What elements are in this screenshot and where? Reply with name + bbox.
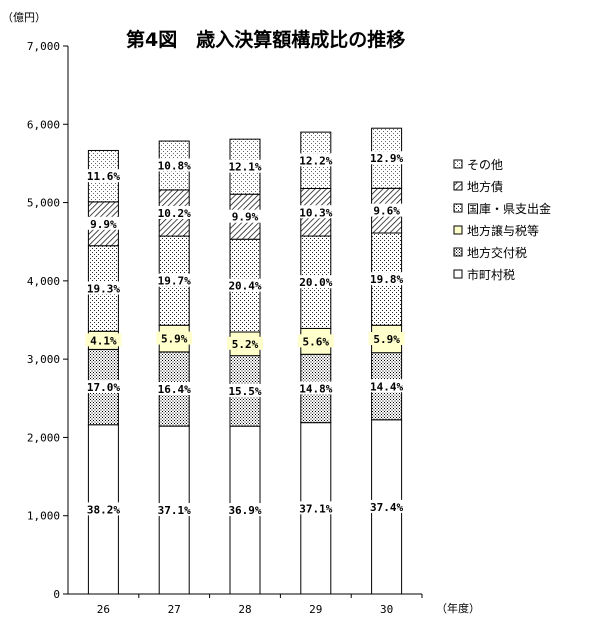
data-label: 16.4% — [158, 383, 191, 396]
data-label: 20.4% — [228, 280, 261, 293]
data-label-bg — [297, 381, 334, 395]
data-labels: 38.2% 17.0% 4.1% 19.3% 9.9% 11.6% 37.1% 16.4% 5.… — [85, 151, 405, 517]
data-label: 12.2% — [299, 154, 332, 167]
legend-label: 地方譲与税等 — [467, 223, 539, 238]
data-label: 10.2% — [158, 207, 191, 220]
data-label-bg — [227, 209, 263, 223]
y-tick-label: 0 — [53, 588, 60, 601]
data-label-bg — [297, 275, 334, 289]
data-label-bg — [227, 503, 263, 517]
data-label: 19.3% — [87, 282, 120, 295]
data-label-bg — [156, 503, 193, 517]
data-label-bg — [297, 501, 334, 515]
data-label: 36.9% — [228, 504, 261, 517]
y-tick-label: 7,000 — [27, 40, 60, 53]
data-label-bg — [156, 331, 193, 345]
data-label: 5.9% — [373, 333, 400, 346]
data-label: 19.7% — [158, 275, 191, 288]
x-tick-label: 27 — [168, 603, 181, 616]
data-label-bg — [227, 336, 263, 350]
data-label-bg — [368, 331, 405, 345]
data-label-bg — [297, 205, 334, 219]
data-label: 37.4% — [370, 501, 403, 514]
legend-label: 地方債 — [467, 179, 503, 194]
x-tick-label: 30 — [380, 603, 393, 616]
data-label-bg — [368, 379, 405, 393]
data-label: 4.1% — [90, 334, 117, 347]
data-label-bg — [297, 153, 334, 167]
data-label-bg — [368, 203, 405, 217]
legend-label: 地方交付税 — [467, 245, 527, 260]
data-label-bg — [85, 502, 122, 516]
y-tick-label: 1,000 — [27, 510, 60, 523]
data-label: 38.2% — [87, 503, 120, 516]
data-label-bg — [368, 151, 405, 165]
data-label-bg — [227, 278, 263, 292]
data-label-bg — [227, 159, 263, 173]
data-label-bg — [85, 169, 122, 183]
y-tick-label: 6,000 — [27, 118, 60, 131]
data-label-bg — [85, 380, 122, 394]
axes: 0 1,000 2,000 3,000 4,000 5,000 6,000 7,000 26 27… — [27, 40, 423, 616]
legend-swatch — [453, 247, 463, 257]
y-tick-label: 5,000 — [27, 197, 60, 210]
legend-swatch — [453, 159, 463, 169]
legend-label: 市町村税 — [467, 267, 515, 282]
legend-swatch — [453, 203, 463, 213]
legend-swatch — [453, 181, 463, 191]
data-label-bg — [85, 216, 122, 230]
data-label: 5.9% — [161, 333, 188, 346]
y-tick-label: 4,000 — [27, 275, 60, 288]
data-label-bg — [368, 499, 405, 513]
data-label-bg — [227, 383, 263, 397]
bars — [87, 127, 403, 595]
data-label-bg — [85, 281, 122, 295]
data-label: 19.8% — [370, 273, 403, 286]
data-label: 9.9% — [90, 218, 117, 231]
data-label: 5.2% — [232, 338, 259, 351]
data-label-bg — [297, 334, 334, 348]
x-axis-unit: （年度） — [436, 601, 480, 615]
legend-label: 国庫・県支出金 — [467, 201, 551, 216]
legend-label: その他 — [467, 158, 503, 172]
data-label-bg — [156, 206, 193, 220]
data-label: 37.1% — [158, 504, 191, 517]
data-label: 5.6% — [303, 335, 330, 348]
data-label: 11.6% — [87, 170, 120, 183]
x-tick-label: 29 — [309, 603, 322, 616]
data-label-bg — [156, 273, 193, 287]
data-label: 10.8% — [158, 159, 191, 172]
data-label-bg — [156, 158, 193, 172]
data-label: 37.1% — [299, 502, 332, 515]
data-label: 17.0% — [87, 381, 120, 394]
data-label-bg — [85, 333, 122, 347]
data-label: 20.0% — [299, 276, 332, 289]
legend-swatch — [453, 269, 463, 279]
data-label: 9.6% — [373, 205, 400, 218]
chart-title: 第4図 歳入決算額構成比の推移 — [126, 28, 405, 51]
data-label: 14.8% — [299, 382, 332, 395]
data-label: 15.5% — [228, 385, 261, 398]
y-axis-unit: （億円） — [2, 11, 46, 24]
data-label: 10.3% — [299, 206, 332, 219]
x-tick-label: 26 — [97, 603, 110, 616]
y-tick-label: 3,000 — [27, 353, 60, 366]
y-tick-label: 2,000 — [27, 431, 60, 444]
legend-swatch — [453, 225, 463, 235]
data-label: 9.9% — [232, 211, 259, 224]
data-label: 12.9% — [370, 152, 403, 165]
data-label: 14.4% — [370, 380, 403, 393]
data-label: 12.1% — [228, 161, 261, 174]
data-label-bg — [156, 382, 193, 396]
data-label-bg — [368, 272, 405, 286]
x-tick-label: 28 — [238, 603, 251, 616]
